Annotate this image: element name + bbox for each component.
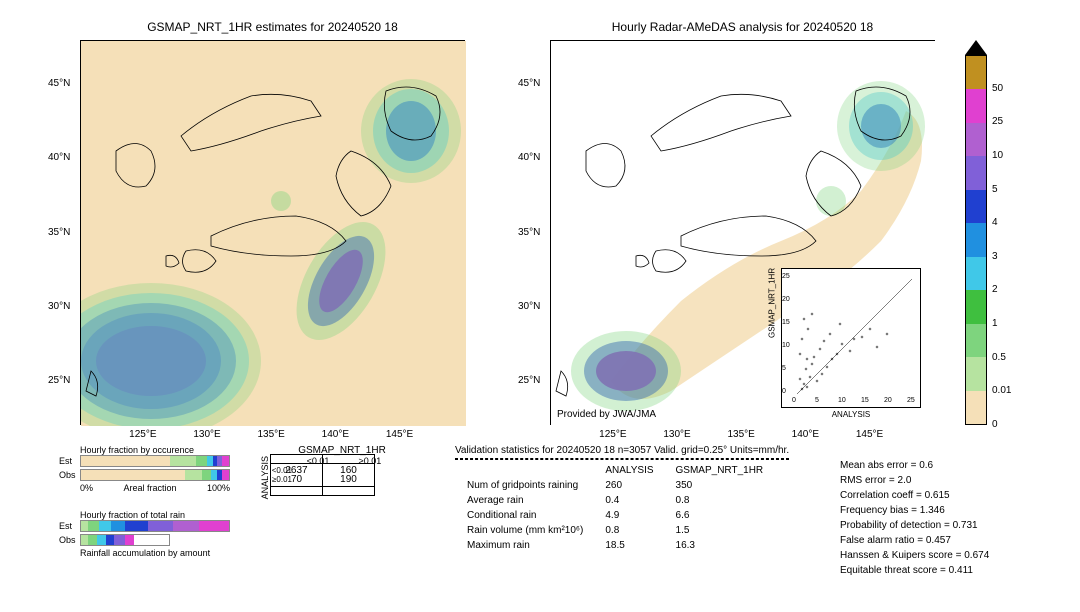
right-map-panel: Provided by JWA/JMA ANALYSIS xyxy=(550,40,935,425)
metrics-list: Mean abs error = 0.6RMS error = 2.0Corre… xyxy=(840,458,989,578)
metric-line: Hanssen & Kuipers score = 0.674 xyxy=(840,548,989,563)
metric-line: False alarm ratio = 0.457 xyxy=(840,533,989,548)
validation-row: Average rain0.40.8 xyxy=(457,494,773,507)
lat-tick-label: 25°N xyxy=(518,375,540,386)
metric-line: Equitable threat score = 0.411 xyxy=(840,563,989,578)
lon-tick-label: 130°E xyxy=(193,429,220,440)
lon-tick-label: 140°E xyxy=(792,429,819,440)
lat-tick-label: 35°N xyxy=(518,227,540,238)
metric-line: Correlation coeff = 0.615 xyxy=(840,488,989,503)
lat-tick-label: 25°N xyxy=(48,375,70,386)
occurrence-est-bar: Est xyxy=(80,455,230,467)
colorbar-tick-label: 0 xyxy=(992,419,998,430)
left-map-svg xyxy=(81,41,466,426)
map-credit: Provided by JWA/JMA xyxy=(557,409,656,420)
lon-tick-label: 135°E xyxy=(258,429,285,440)
totalrain-chart: Hourly fraction of total rain Est Obs Ra… xyxy=(80,510,230,558)
lat-tick-label: 40°N xyxy=(518,152,540,163)
lon-tick-label: 125°E xyxy=(129,429,156,440)
lat-tick-label: 45°N xyxy=(518,78,540,89)
colorbar xyxy=(965,55,987,425)
occurrence-obs-bar: Obs xyxy=(80,469,230,481)
metric-line: Frequency bias = 1.346 xyxy=(840,503,989,518)
right-map-title: Hourly Radar-AMeDAS analysis for 2024052… xyxy=(550,20,935,34)
occurrence-chart: Hourly fraction by occurence Est Obs 0%A… xyxy=(80,445,230,493)
scatter-ylabel: GSMAP_NRT_1HR xyxy=(768,268,777,338)
lon-tick-label: 145°E xyxy=(856,429,883,440)
metric-line: RMS error = 2.0 xyxy=(840,473,989,488)
validation-row: Maximum rain18.516.3 xyxy=(457,539,773,552)
scatter-xlabel: ANALYSIS xyxy=(782,410,920,419)
lat-tick-label: 35°N xyxy=(48,227,70,238)
contingency-table: GSMAP_NRT_1HR ANALYSIS <0.01 ≥0.01 <0.01… xyxy=(260,445,396,499)
colorbar-tick-label: 3 xyxy=(992,251,998,262)
validation-row: Conditional rain4.96.6 xyxy=(457,509,773,522)
left-map-panel xyxy=(80,40,465,425)
validation-block: Validation statistics for 20240520 18 n=… xyxy=(455,445,789,554)
lon-tick-label: 135°E xyxy=(728,429,755,440)
colorbar-tick-label: 4 xyxy=(992,217,998,228)
scatter-inset: ANALYSIS GSMAP_NRT_1HR xyxy=(781,268,921,408)
lon-tick-label: 145°E xyxy=(386,429,413,440)
lat-tick-label: 40°N xyxy=(48,152,70,163)
colorbar-tick-label: 25 xyxy=(992,116,1003,127)
left-map-title: GSMAP_NRT_1HR estimates for 20240520 18 xyxy=(80,20,465,34)
metric-line: Probability of detection = 0.731 xyxy=(840,518,989,533)
lon-tick-label: 130°E xyxy=(663,429,690,440)
colorbar-tick-label: 0.01 xyxy=(992,385,1011,396)
colorbar-tick-label: 5 xyxy=(992,184,998,195)
lon-tick-label: 125°E xyxy=(599,429,626,440)
lat-tick-label: 30°N xyxy=(48,301,70,312)
metric-line: Mean abs error = 0.6 xyxy=(840,458,989,473)
lon-tick-label: 140°E xyxy=(322,429,349,440)
totalrain-obs-bar: Obs xyxy=(80,534,170,546)
lat-tick-label: 30°N xyxy=(518,301,540,312)
validation-row: Rain volume (mm km²10⁶)0.81.5 xyxy=(457,524,773,537)
colorbar-tick-label: 50 xyxy=(992,83,1003,94)
colorbar-tick-label: 10 xyxy=(992,150,1003,161)
colorbar-tick-label: 1 xyxy=(992,318,998,329)
colorbar-tick-label: 0.5 xyxy=(992,352,1006,363)
totalrain-est-bar: Est xyxy=(80,520,230,532)
validation-row: Num of gridpoints raining260350 xyxy=(457,479,773,492)
lat-tick-label: 45°N xyxy=(48,78,70,89)
colorbar-tick-label: 2 xyxy=(992,284,998,295)
